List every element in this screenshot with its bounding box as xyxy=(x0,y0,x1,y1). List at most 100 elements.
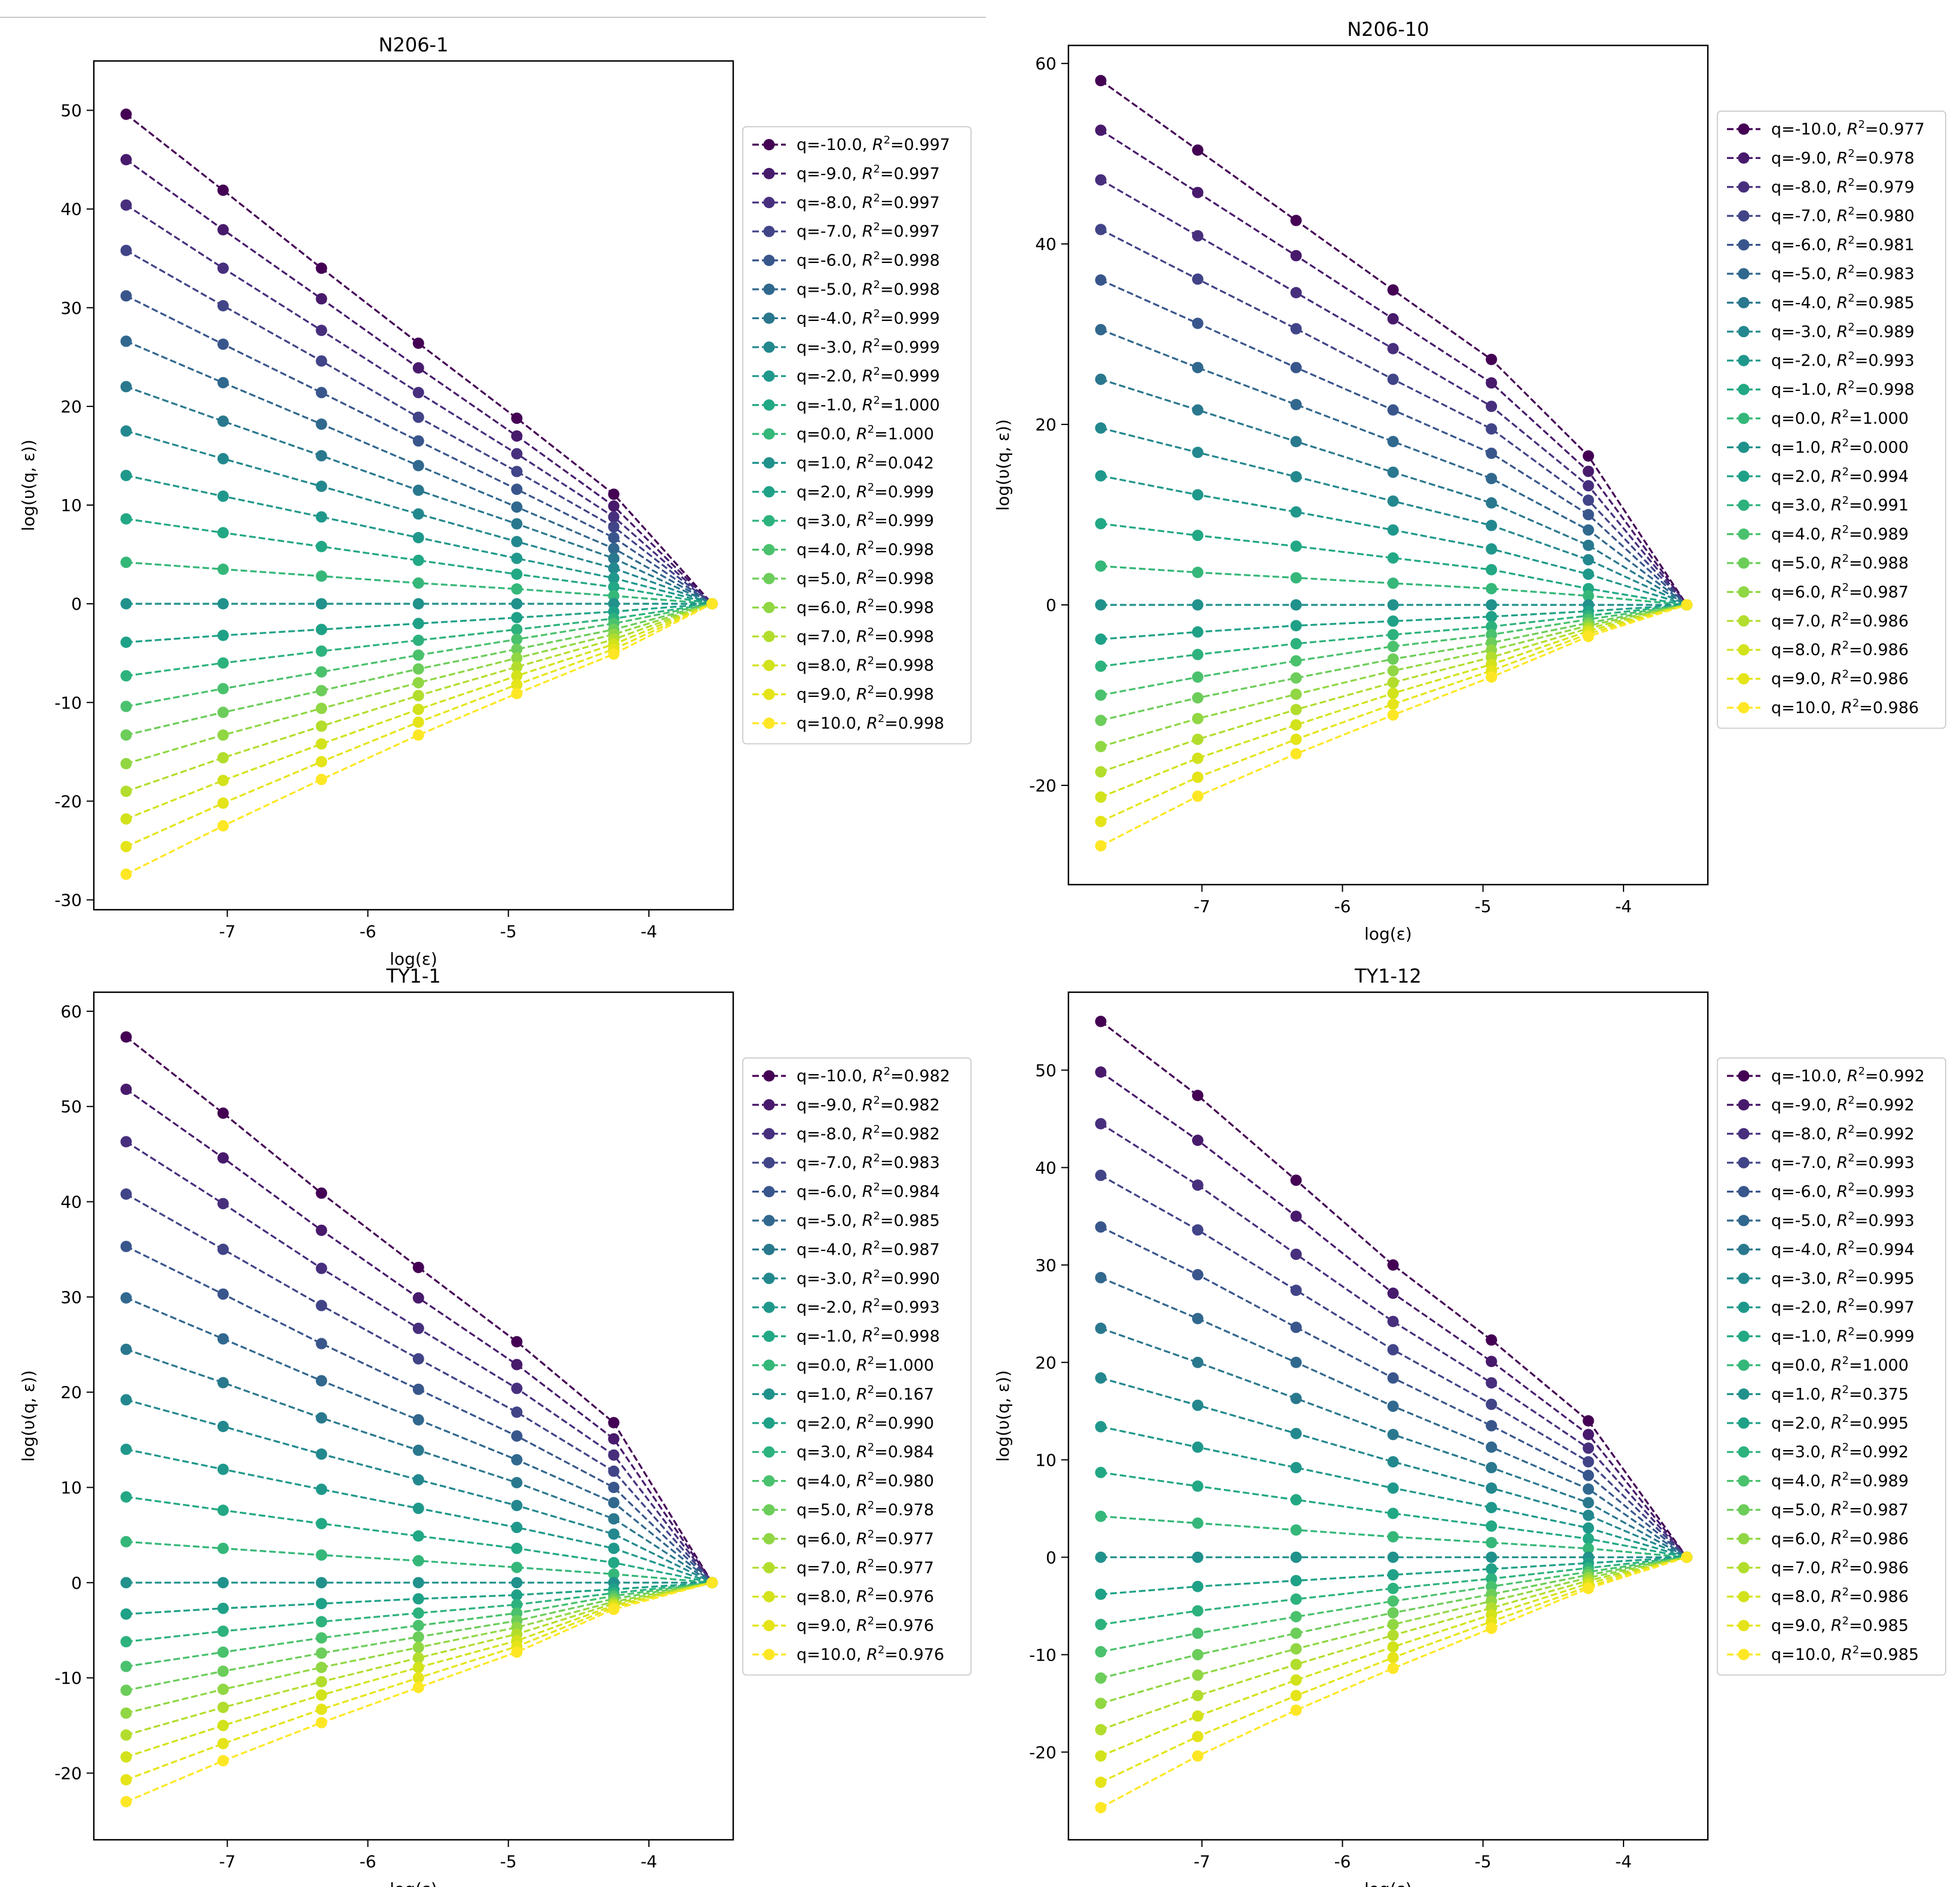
data-point xyxy=(1486,1461,1497,1473)
legend-r-symbol: R xyxy=(1831,1472,1842,1491)
series-q-10-0 xyxy=(120,108,718,610)
legend-marker-swatch xyxy=(763,1243,775,1255)
legend-r-symbol: R xyxy=(1831,1414,1842,1433)
legend-separator: , xyxy=(1821,1588,1831,1606)
data-point xyxy=(217,1646,229,1658)
legend-q-label: q=-3.0 xyxy=(797,1270,852,1288)
legend-q-label: q=5.0 xyxy=(797,570,846,588)
series-q-5-0 xyxy=(120,335,718,610)
legend-r-superscript: 2 xyxy=(1848,1152,1854,1164)
legend-r-symbol: R xyxy=(862,222,874,241)
legend-q-label: q=-8.0 xyxy=(1771,1125,1826,1143)
legend-r-symbol: R xyxy=(856,1443,868,1461)
data-point xyxy=(217,415,229,427)
legend-equals: = xyxy=(880,309,894,328)
legend-r-symbol: R xyxy=(862,309,874,328)
data-point xyxy=(1582,1509,1594,1521)
legend-equals: = xyxy=(874,1559,888,1577)
series-q-5-0 xyxy=(1095,1272,1693,1563)
legend-entry: q=-8.0, R2=0.979 xyxy=(1771,176,1915,197)
legend-equals: = xyxy=(890,136,904,154)
x-axis-label: log(ε) xyxy=(1364,1879,1412,1887)
legend-separator: , xyxy=(1821,1443,1831,1461)
data-point xyxy=(1290,1524,1302,1536)
legend-separator: , xyxy=(852,1183,862,1201)
series-q-8-0 xyxy=(120,199,718,610)
data-point xyxy=(316,1549,327,1561)
top-rule xyxy=(0,17,986,18)
legend-box xyxy=(1717,1057,1946,1676)
legend-r-symbol: R xyxy=(1831,1617,1842,1635)
legend-r-superscript: 2 xyxy=(868,1470,874,1483)
data-point xyxy=(217,1577,229,1589)
legend-entry: q=5.0, R2=0.978 xyxy=(797,1499,934,1519)
legend-marker-swatch xyxy=(763,1504,775,1516)
legend-separator: , xyxy=(846,1385,856,1403)
legend-equals: = xyxy=(874,628,888,646)
legend-r2-value: 0.998 xyxy=(888,598,934,617)
legend-separator: , xyxy=(852,280,862,299)
data-point xyxy=(412,690,424,702)
data-point xyxy=(1486,543,1497,555)
legend-r-symbol: R xyxy=(1831,554,1842,573)
series-q-6-0 xyxy=(120,1240,718,1589)
legend-entry: q=-3.0, R2=0.999 xyxy=(797,337,940,357)
data-point xyxy=(120,670,132,682)
legend-q-label: q=4.0 xyxy=(1771,1472,1821,1491)
data-point xyxy=(1095,1588,1107,1600)
legend-r-superscript: 2 xyxy=(868,568,874,580)
x-tick-label: -7 xyxy=(1193,897,1210,916)
legend-entry: q=2.0, R2=0.994 xyxy=(1771,466,1909,486)
x-tick-label: -5 xyxy=(1475,897,1492,916)
data-point xyxy=(1387,640,1399,652)
data-point xyxy=(1290,1643,1302,1655)
data-point xyxy=(217,1683,229,1695)
legend-r-superscript: 2 xyxy=(873,365,880,378)
legend-r2-value: 0.993 xyxy=(1868,1212,1914,1230)
data-point xyxy=(1582,1415,1594,1427)
legend-separator: , xyxy=(846,1559,856,1577)
chart-title: N206-1 xyxy=(379,33,449,56)
data-point xyxy=(217,729,229,741)
legend-separator: , xyxy=(846,1414,856,1433)
legend-entry: q=6.0, R2=0.987 xyxy=(1771,581,1909,601)
legend-r-symbol: R xyxy=(862,338,874,357)
data-point xyxy=(316,1616,327,1628)
data-point xyxy=(608,543,620,555)
legend-equals: = xyxy=(874,1501,888,1519)
legend-r2-value: 0.985 xyxy=(1868,293,1914,312)
data-point xyxy=(1290,250,1302,262)
data-point xyxy=(1290,733,1302,745)
y-tick-label: 0 xyxy=(71,594,82,614)
legend-q-label: q=6.0 xyxy=(797,598,846,617)
legend-r2-value: 0.998 xyxy=(893,280,939,299)
data-point xyxy=(1290,672,1302,684)
legend-r-superscript: 2 xyxy=(868,1412,874,1425)
legend-separator: , xyxy=(852,1096,862,1114)
legend-marker-swatch xyxy=(763,486,775,498)
data-point xyxy=(316,481,327,493)
data-point xyxy=(217,527,229,539)
legend-entry: q=9.0, R2=0.986 xyxy=(1771,668,1909,689)
legend-entry: q=-9.0, R2=0.992 xyxy=(1771,1094,1915,1114)
legend-r2-value: 0.999 xyxy=(893,309,939,328)
data-point xyxy=(1290,1611,1302,1623)
data-point xyxy=(1192,790,1203,802)
data-point xyxy=(1582,1582,1594,1594)
series-q-10-0 xyxy=(120,598,718,880)
legend-r-superscript: 2 xyxy=(1848,147,1854,160)
data-point xyxy=(1486,1334,1497,1346)
x-tick-label: -7 xyxy=(1193,1852,1210,1871)
legend-separator: , xyxy=(1826,323,1836,341)
legend-equals: = xyxy=(874,483,888,501)
legend-r2-value: 0.997 xyxy=(893,164,939,183)
data-point xyxy=(1095,1467,1107,1479)
data-point xyxy=(120,425,132,437)
legend-equals: = xyxy=(880,1212,894,1230)
data-point xyxy=(412,508,424,520)
legend-r2-value: 0.989 xyxy=(1868,323,1914,341)
data-point xyxy=(1387,1400,1399,1412)
legend-entry: q=-3.0, R2=0.995 xyxy=(1771,1268,1915,1288)
data-point xyxy=(120,1577,132,1589)
legend-marker-swatch xyxy=(1738,181,1750,193)
